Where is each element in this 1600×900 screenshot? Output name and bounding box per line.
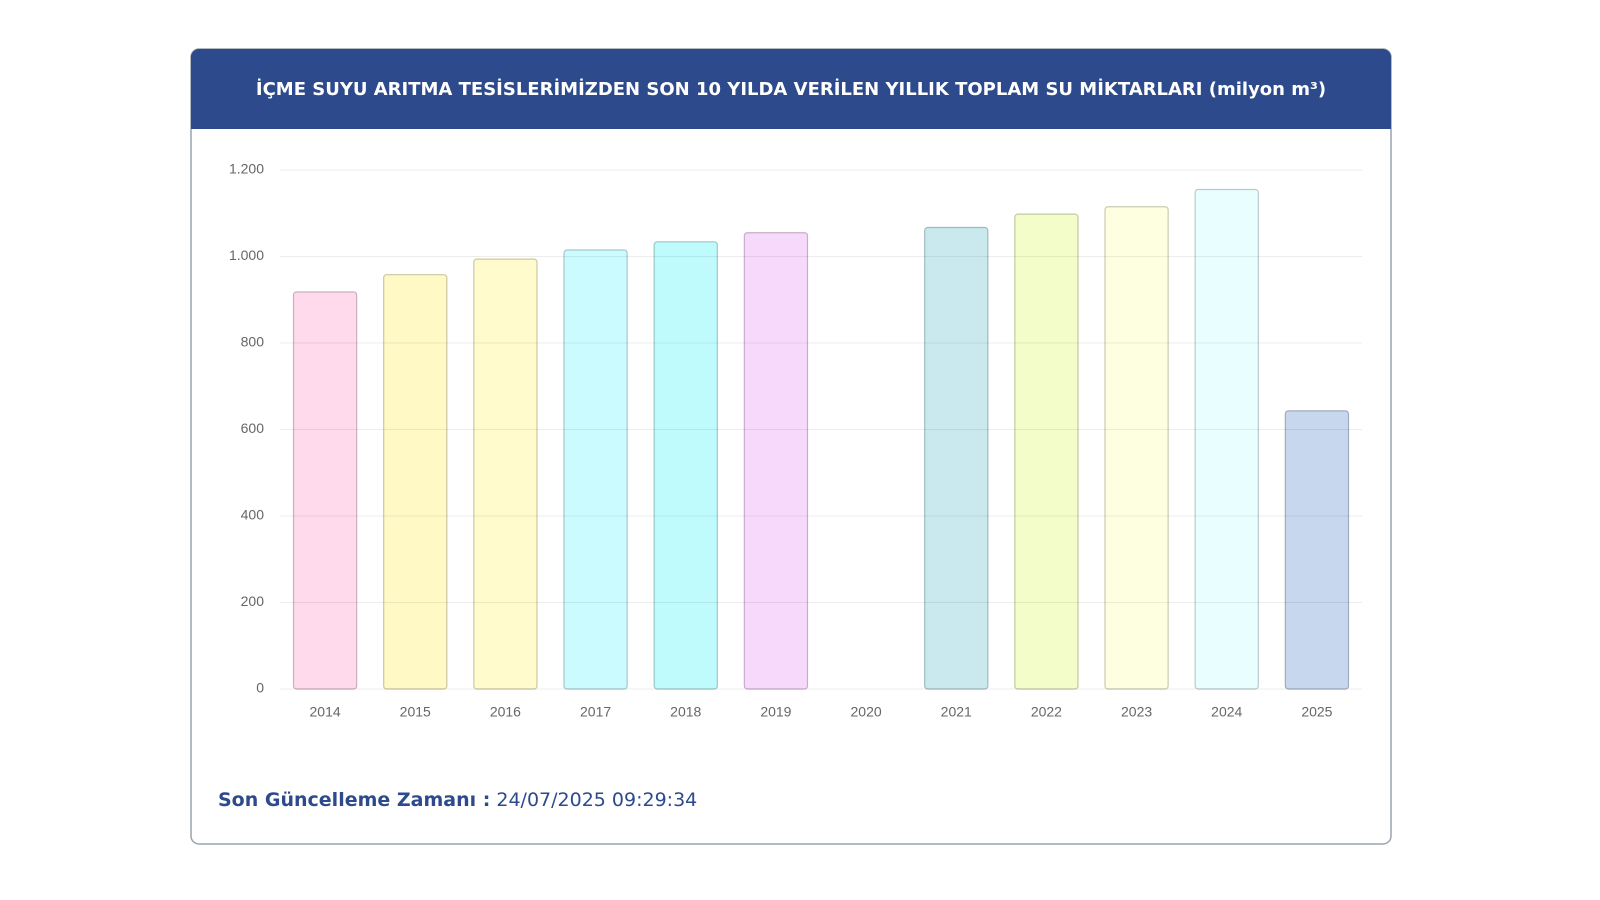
y-tick-label: 600 bbox=[241, 420, 265, 436]
x-tick-label: 2017 bbox=[580, 704, 611, 720]
y-tick-label: 1.000 bbox=[229, 247, 264, 263]
bar bbox=[1104, 206, 1169, 690]
x-tick-label: 2019 bbox=[760, 704, 791, 720]
bar bbox=[563, 249, 628, 690]
x-tick-label: 2022 bbox=[1031, 704, 1062, 720]
bar bbox=[1194, 188, 1259, 690]
bar bbox=[653, 241, 718, 690]
footer: Son Güncelleme Zamanı : 24/07/2025 09:29:… bbox=[218, 789, 697, 811]
bar bbox=[924, 226, 989, 690]
y-tick-label: 1.200 bbox=[229, 161, 264, 177]
x-tick-label: 2023 bbox=[1121, 704, 1152, 720]
x-tick-label: 2015 bbox=[400, 704, 431, 720]
bar bbox=[743, 232, 809, 690]
footer-label: Son Güncelleme Zamanı : bbox=[218, 789, 490, 811]
bar bbox=[383, 274, 448, 690]
x-tick-label: 2018 bbox=[670, 704, 701, 720]
x-tick-label: 2025 bbox=[1301, 704, 1332, 720]
footer-value: 24/07/2025 09:29:34 bbox=[496, 789, 697, 811]
bar bbox=[1014, 213, 1079, 690]
x-tick-label: 2020 bbox=[851, 704, 882, 720]
x-tick-label: 2021 bbox=[941, 704, 972, 720]
bar bbox=[292, 291, 358, 690]
y-tick-label: 200 bbox=[241, 593, 265, 609]
chart-title: İÇME SUYU ARITMA TESİSLERİMİZDEN SON 10 … bbox=[256, 78, 1326, 100]
y-tick-label: 800 bbox=[241, 334, 265, 350]
card-header bbox=[191, 49, 1391, 129]
x-tick-label: 2024 bbox=[1211, 704, 1242, 720]
x-tick-label: 2016 bbox=[490, 704, 521, 720]
bar bbox=[473, 258, 538, 690]
x-tick-label: 2014 bbox=[310, 704, 341, 720]
y-tick-label: 0 bbox=[256, 680, 264, 696]
y-tick-label: 400 bbox=[241, 507, 265, 523]
bar bbox=[1284, 410, 1350, 690]
